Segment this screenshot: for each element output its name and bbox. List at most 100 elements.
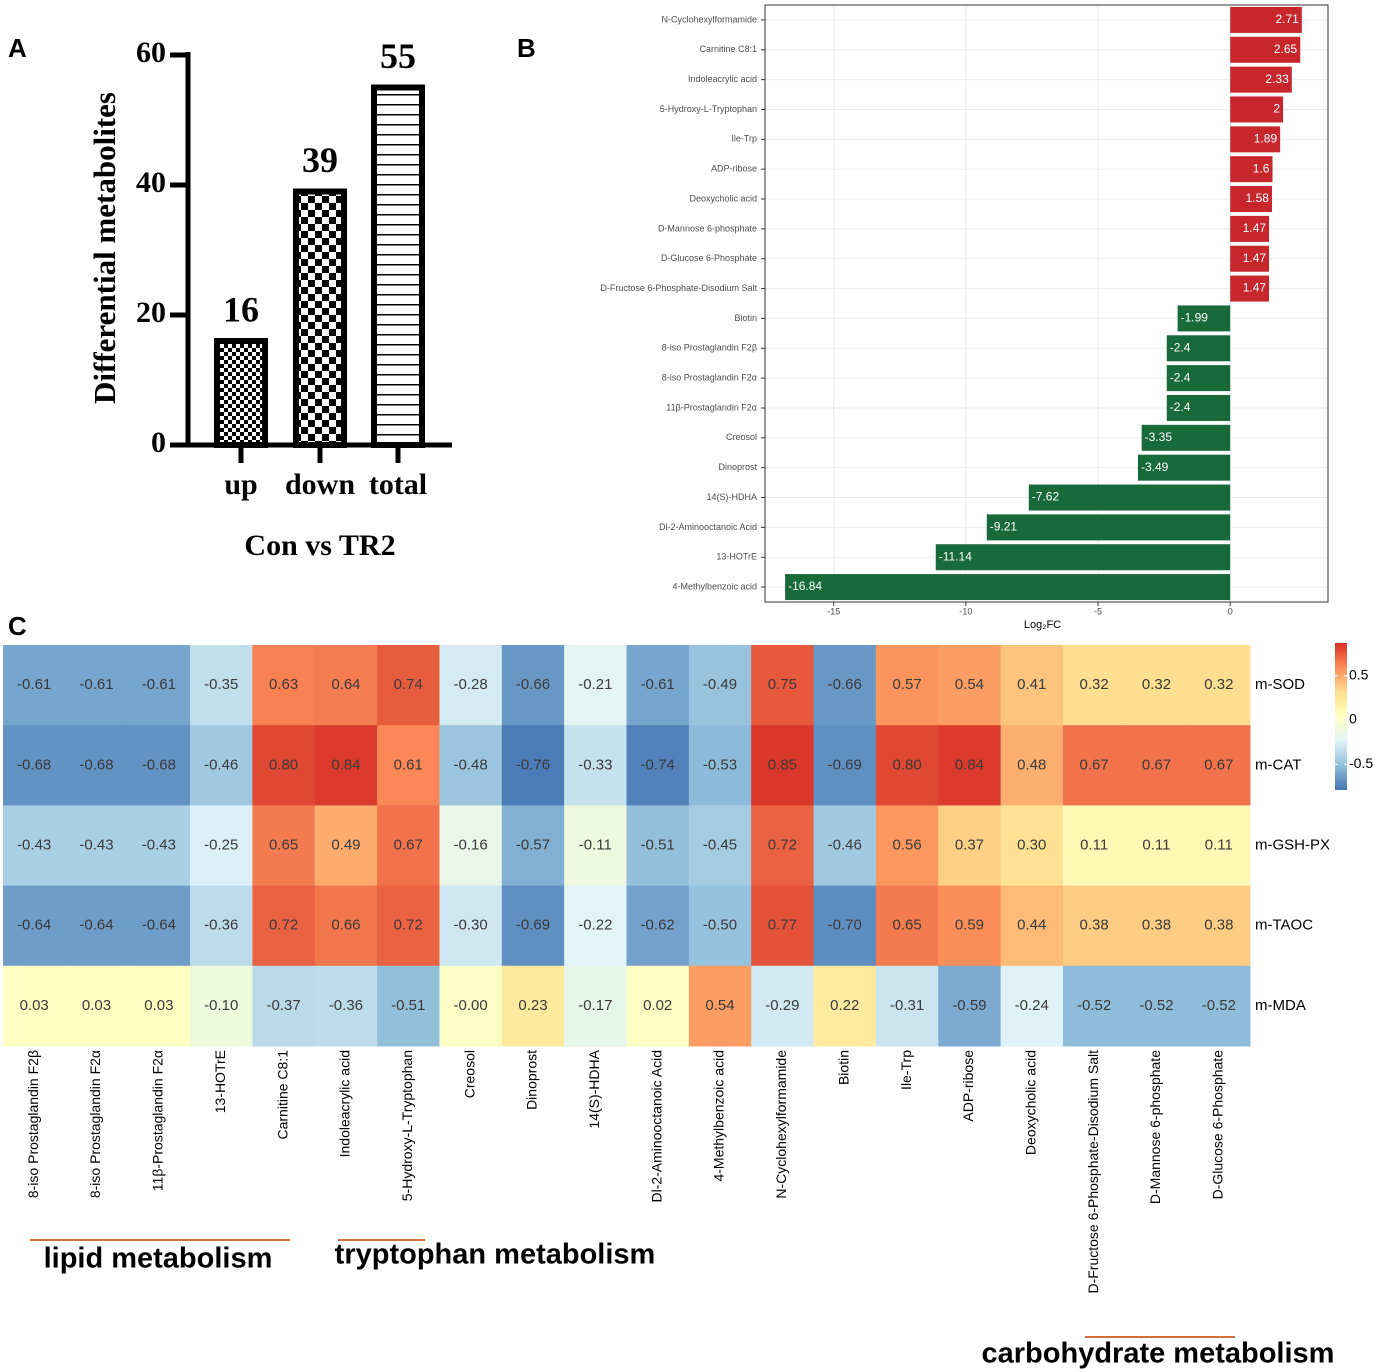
group-label: lipid metabolism: [44, 1243, 273, 1275]
heat-cell: [252, 965, 316, 1047]
heat-cell: [564, 645, 627, 726]
colorbar-label: -0.5: [1349, 755, 1373, 771]
heat-cell: [626, 885, 690, 967]
y-tick-label: 5-Hydroxy-L-Tryptophan: [660, 104, 757, 114]
cell-label: -0.11: [579, 836, 612, 853]
bar: [785, 574, 1231, 601]
column-label: 4-Methylbenzoic acid: [711, 1050, 727, 1182]
heat-cell: [377, 805, 440, 887]
heat-cell: [439, 725, 503, 806]
bar: [1230, 96, 1284, 123]
y-tick-label: Creosol: [726, 432, 757, 442]
bar: [1141, 424, 1231, 451]
x-tick-label: -5: [1094, 606, 1102, 616]
cell-label: -0.43: [79, 836, 113, 853]
heat-cell: [1125, 965, 1189, 1047]
y-tick-label: 8-iso Prostaglandin F2α: [662, 373, 757, 383]
column-label: N-Cyclohexylformamide: [773, 1050, 789, 1199]
value-label: 16: [223, 289, 259, 329]
value-label: 2.71: [1275, 12, 1299, 26]
cell-label: -0.68: [79, 756, 113, 773]
cell-label: 0.67: [1204, 756, 1233, 773]
heat-cell: [1000, 965, 1064, 1047]
cell-label: -0.24: [1015, 997, 1049, 1014]
cell-label: -0.52: [1077, 997, 1111, 1014]
bar: [214, 338, 268, 448]
heat-cell: [3, 805, 66, 887]
group-label: carbohydrate metabolism: [982, 1338, 1335, 1370]
colorbar-label: 0: [1349, 711, 1357, 727]
cell-label: -0.25: [204, 836, 238, 853]
cell-label: -0.43: [142, 836, 176, 853]
value-label: -2.4: [1170, 400, 1191, 414]
column-label: 13-HOTrE: [212, 1050, 228, 1113]
heat-cell: [1000, 645, 1064, 726]
heat-cell: [751, 725, 815, 806]
cell-label: -0.17: [578, 997, 612, 1014]
heat-cell: [1062, 725, 1126, 806]
bar: [371, 84, 425, 448]
heat-cell: [65, 965, 129, 1047]
bar: [1137, 454, 1231, 481]
cell-label: -0.36: [329, 997, 363, 1014]
x-tick-label: -10: [959, 606, 972, 616]
heat-cell: [127, 965, 191, 1047]
cell-label: 0.84: [955, 756, 984, 773]
value-label: 39: [302, 140, 338, 180]
heat-cell: [501, 885, 565, 967]
column-label: 14(S)-HDHA: [586, 1049, 602, 1128]
cell-label: 0.30: [1017, 836, 1046, 853]
y-tick-label: Biotin: [734, 313, 757, 323]
cell-label: 0.54: [955, 676, 984, 693]
heat-cell: [751, 885, 815, 967]
x-tick-label: 0: [1228, 606, 1233, 616]
cell-label: 0.77: [768, 917, 797, 934]
cell-label: -0.62: [641, 917, 675, 934]
bar: [1230, 186, 1272, 213]
row-label: m-GSH-PX: [1255, 836, 1330, 853]
heat-cell: [501, 965, 565, 1047]
value-label: 1.58: [1246, 191, 1270, 205]
heat-cell: [938, 645, 1002, 726]
x-tick-label: -15: [827, 606, 840, 616]
cell-label: 0.38: [1142, 917, 1171, 934]
heat-cell: [688, 885, 752, 967]
panel-label: B: [517, 33, 536, 63]
bar: [1230, 215, 1270, 242]
cell-label: 0.03: [144, 997, 173, 1014]
heat-cell: [1187, 965, 1251, 1047]
cell-label: -0.49: [703, 676, 737, 693]
heat-cell: [1187, 885, 1251, 967]
cell-label: 0.38: [1080, 917, 1109, 934]
heat-cell: [626, 725, 690, 806]
cell-label: 0.63: [269, 676, 298, 693]
heat-cell: [1000, 805, 1064, 887]
y-tick-label: ADP-ribose: [711, 164, 757, 174]
y-tick-label: D-Fructose 6-Phosphate-Disodium Salt: [600, 283, 757, 293]
value-label: -2.4: [1170, 340, 1191, 354]
column-label: 11β-Prostaglandin F2α: [150, 1050, 166, 1191]
cell-label: -0.61: [641, 676, 675, 693]
y-tick-label: Dinoprost: [718, 462, 757, 472]
row-label: m-TAOC: [1255, 917, 1313, 934]
heat-cell: [938, 965, 1002, 1047]
cell-label: -0.69: [828, 756, 862, 773]
cell-label: 0.80: [892, 756, 921, 773]
cell-label: -0.61: [17, 676, 51, 693]
heat-cell: [3, 885, 66, 967]
heat-cell: [190, 805, 253, 887]
bar: [1230, 36, 1301, 63]
heat-cell: [501, 725, 565, 806]
cell-label: 0.85: [768, 756, 797, 773]
bar: [1230, 156, 1273, 183]
value-label: 1.47: [1243, 251, 1267, 265]
heat-cell: [813, 885, 877, 967]
cell-label: -0.00: [454, 997, 488, 1014]
cell-label: 0.72: [394, 917, 423, 934]
heat-cell: [3, 965, 66, 1047]
column-label: Deoxycholic acid: [1022, 1050, 1038, 1155]
cell-label: 0.22: [830, 997, 859, 1014]
cell-label: 0.38: [1204, 917, 1233, 934]
column-label: ADP-ribose: [960, 1050, 976, 1122]
heat-cell: [1062, 645, 1126, 726]
